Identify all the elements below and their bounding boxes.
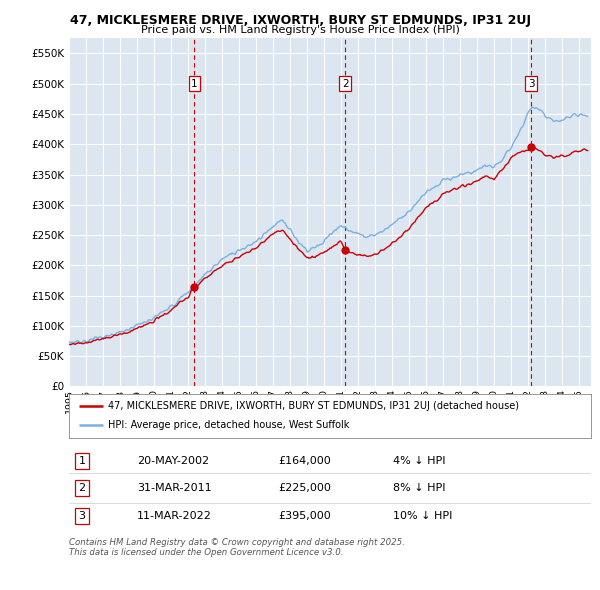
Text: Contains HM Land Registry data © Crown copyright and database right 2025.
This d: Contains HM Land Registry data © Crown c… bbox=[69, 538, 405, 558]
Text: 1: 1 bbox=[191, 78, 198, 88]
Text: 2: 2 bbox=[79, 483, 86, 493]
Text: 1: 1 bbox=[79, 456, 86, 466]
Text: Price paid vs. HM Land Registry's House Price Index (HPI): Price paid vs. HM Land Registry's House … bbox=[140, 25, 460, 35]
Text: 10% ↓ HPI: 10% ↓ HPI bbox=[392, 511, 452, 520]
Text: 8% ↓ HPI: 8% ↓ HPI bbox=[392, 483, 445, 493]
Text: 2: 2 bbox=[342, 78, 349, 88]
Text: 20-MAY-2002: 20-MAY-2002 bbox=[137, 456, 209, 466]
Text: 31-MAR-2011: 31-MAR-2011 bbox=[137, 483, 211, 493]
Text: HPI: Average price, detached house, West Suffolk: HPI: Average price, detached house, West… bbox=[108, 421, 350, 430]
Text: 47, MICKLESMERE DRIVE, IXWORTH, BURY ST EDMUNDS, IP31 2UJ (detached house): 47, MICKLESMERE DRIVE, IXWORTH, BURY ST … bbox=[108, 401, 519, 411]
Text: £225,000: £225,000 bbox=[278, 483, 331, 493]
Text: £395,000: £395,000 bbox=[278, 511, 331, 520]
Text: 47, MICKLESMERE DRIVE, IXWORTH, BURY ST EDMUNDS, IP31 2UJ: 47, MICKLESMERE DRIVE, IXWORTH, BURY ST … bbox=[70, 14, 530, 27]
Text: 11-MAR-2022: 11-MAR-2022 bbox=[137, 511, 212, 520]
Text: 3: 3 bbox=[528, 78, 535, 88]
Text: 3: 3 bbox=[79, 511, 86, 520]
Text: 4% ↓ HPI: 4% ↓ HPI bbox=[392, 456, 445, 466]
Text: £164,000: £164,000 bbox=[278, 456, 331, 466]
